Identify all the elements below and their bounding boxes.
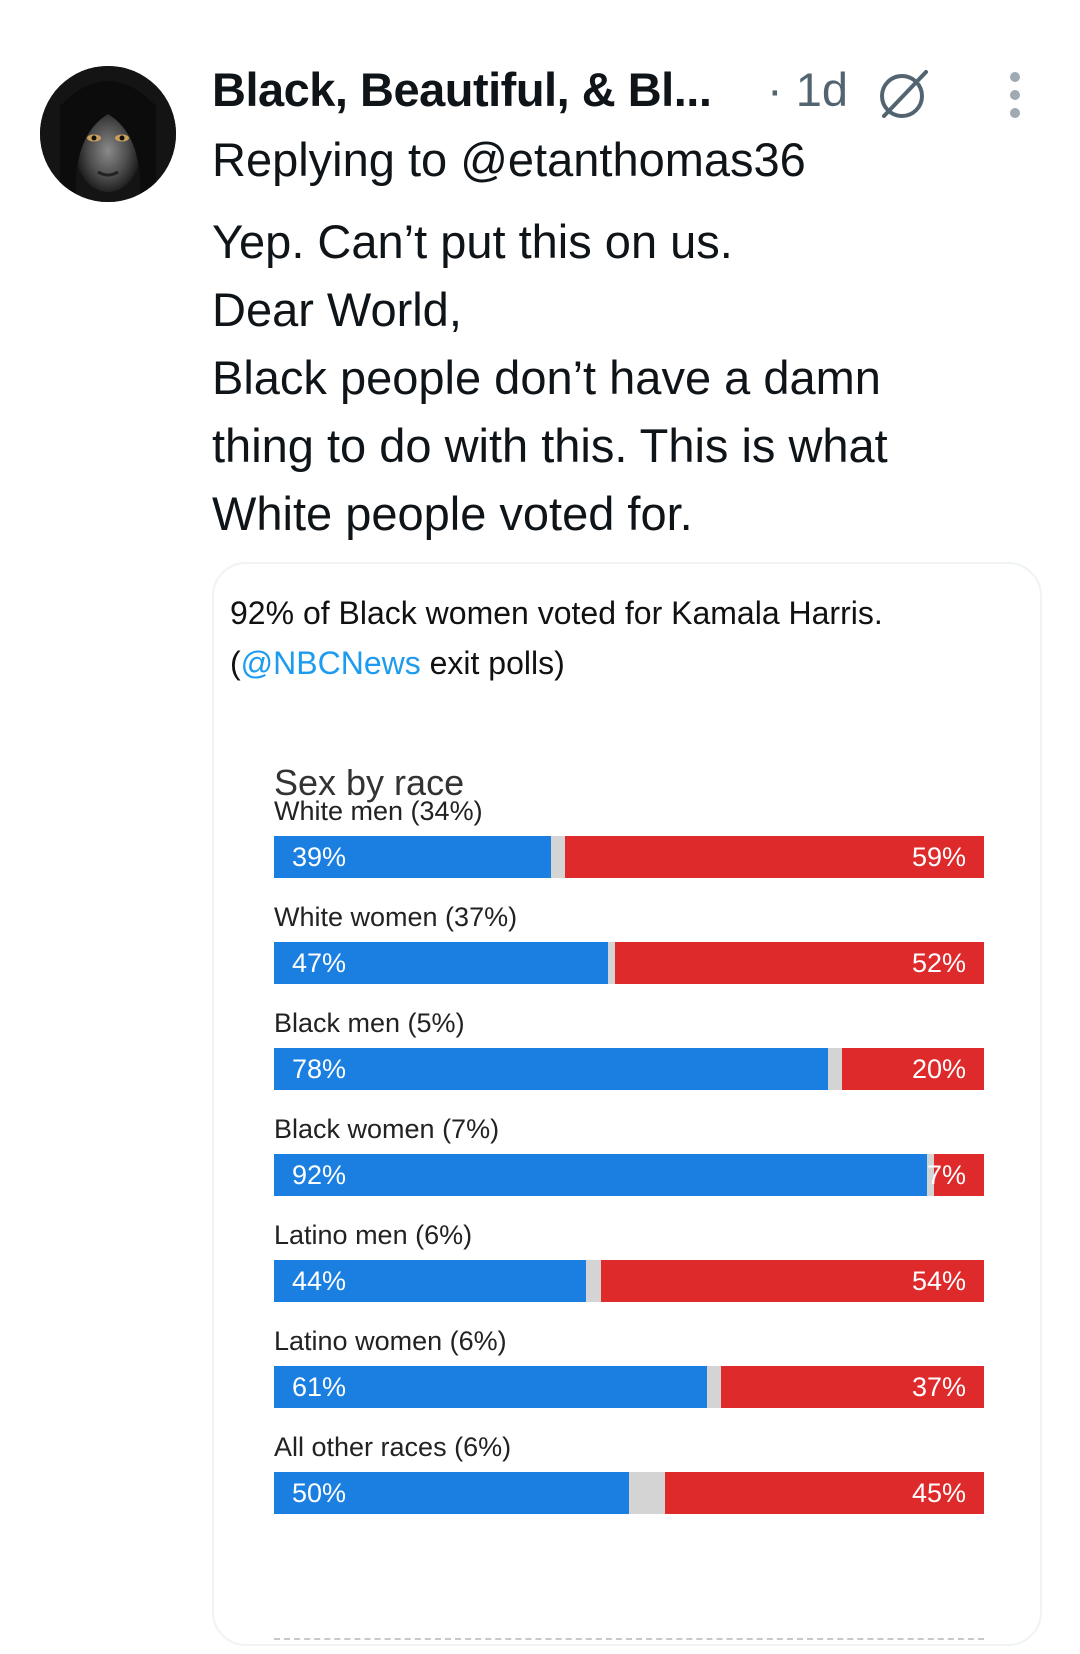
bar-harris bbox=[274, 836, 551, 878]
bar-trump bbox=[934, 1154, 984, 1196]
value-label-trump: 59% bbox=[911, 842, 966, 872]
display-name[interactable]: Black, Beautiful, & Bl... bbox=[212, 63, 712, 116]
bar-row: 39% 59% bbox=[274, 836, 984, 878]
value-label-harris: 50% bbox=[292, 1478, 347, 1508]
group-label: Black men (5%) bbox=[274, 1008, 465, 1038]
group-label: Latino men (6%) bbox=[274, 1220, 473, 1250]
group-label: White women (37%) bbox=[274, 902, 518, 932]
value-label-trump: 52% bbox=[911, 948, 966, 978]
timestamp[interactable]: · 1d bbox=[767, 63, 848, 116]
caption-suffix: exit polls) bbox=[420, 645, 565, 681]
grok-icon[interactable] bbox=[872, 64, 936, 124]
value-label-harris: 39% bbox=[292, 842, 347, 872]
group-label: White men (34%) bbox=[274, 796, 483, 826]
tweet-text-line: White people voted for. bbox=[212, 487, 693, 540]
caption-line: 92% of Black women voted for Kamala Harr… bbox=[230, 595, 883, 631]
value-label-trump: 54% bbox=[911, 1266, 966, 1296]
reply-handle-link[interactable]: @etanthomas36 bbox=[460, 133, 806, 186]
caption-line-2: (@NBCNews exit polls) bbox=[230, 638, 883, 688]
card-caption: 92% of Black women voted for Kamala Harr… bbox=[230, 588, 883, 688]
tweet-header: Black, Beautiful, & Bl... · 1d bbox=[212, 62, 1052, 122]
bar-harris bbox=[274, 1366, 708, 1408]
bar-harris bbox=[274, 1154, 928, 1196]
avatar[interactable] bbox=[40, 66, 176, 202]
bar-row: 92% 7% bbox=[274, 1154, 984, 1196]
bar-row: 47% 52% bbox=[274, 942, 984, 984]
tweet-text-line: thing to do with this. This is what bbox=[212, 419, 888, 472]
value-label-trump: 37% bbox=[911, 1372, 966, 1402]
bar-row: 44% 54% bbox=[274, 1260, 984, 1302]
bar-trump bbox=[721, 1366, 984, 1408]
value-label-trump: 20% bbox=[911, 1054, 966, 1084]
bar-trump bbox=[600, 1260, 984, 1302]
tweet-text-line: Yep. Can’t put this on us. bbox=[212, 215, 733, 268]
caption-paren: ( bbox=[230, 645, 241, 681]
chart-title: Sex by race bbox=[274, 762, 465, 803]
bar-trump bbox=[565, 836, 984, 878]
bar-row: 61% 37% bbox=[274, 1366, 984, 1408]
tweet-text: Yep. Can’t put this on us. Dear World, B… bbox=[212, 208, 1012, 548]
nbcnews-mention-link[interactable]: @NBCNews bbox=[240, 645, 421, 681]
value-label-harris: 92% bbox=[292, 1160, 347, 1190]
replying-prefix: Replying to bbox=[212, 133, 448, 186]
bar-trump bbox=[664, 1472, 984, 1514]
value-label-trump: 7% bbox=[926, 1160, 966, 1190]
bar-row: 78% 20% bbox=[274, 1048, 984, 1090]
bar-harris bbox=[274, 1260, 587, 1302]
group-label: All other races (6%) bbox=[274, 1432, 512, 1462]
value-label-harris: 78% bbox=[292, 1054, 347, 1084]
more-vertical-icon[interactable] bbox=[1002, 70, 1028, 120]
tweet-text-line: Dear World, bbox=[212, 283, 462, 336]
value-label-harris: 47% bbox=[292, 948, 347, 978]
divider bbox=[274, 1638, 984, 1640]
media-card[interactable]: 92% of Black women voted for Kamala Harr… bbox=[212, 562, 1042, 1646]
bar-harris bbox=[274, 942, 608, 984]
bar-trump bbox=[842, 1048, 984, 1090]
value-label-harris: 61% bbox=[292, 1372, 347, 1402]
group-label: Latino women (6%) bbox=[274, 1326, 507, 1356]
replying-to: Replying to @etanthomas36 bbox=[212, 132, 806, 187]
value-label-trump: 45% bbox=[911, 1478, 966, 1508]
group-label: Black women (7%) bbox=[274, 1114, 500, 1144]
tweet-text-line: Black people don’t have a damn bbox=[212, 351, 881, 404]
bar-harris bbox=[274, 1472, 629, 1514]
bar-trump bbox=[614, 942, 984, 984]
bar-row: 50% 45% bbox=[274, 1472, 984, 1514]
value-label-harris: 44% bbox=[292, 1266, 347, 1296]
bar-harris bbox=[274, 1048, 828, 1090]
